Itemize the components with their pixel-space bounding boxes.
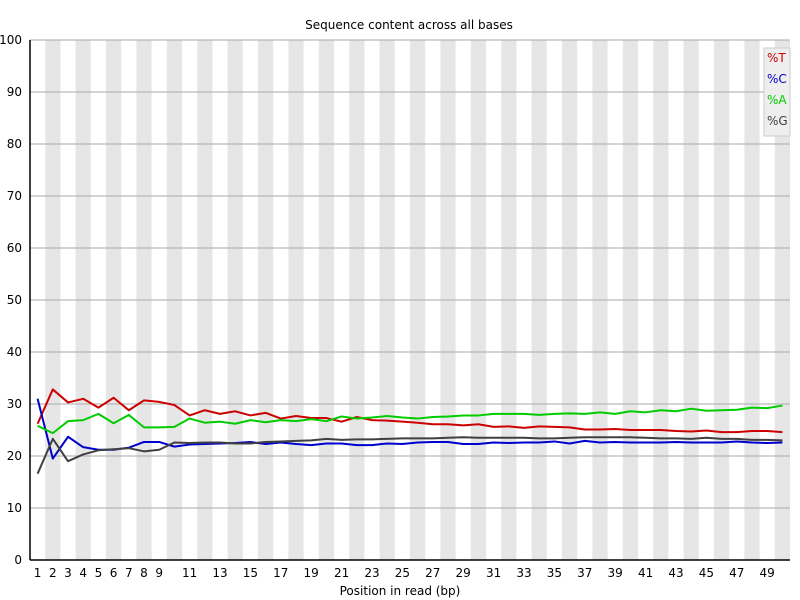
series-line-a: [37, 404, 783, 435]
x-tick-label: 17: [273, 566, 288, 580]
legend-entry-a: %A: [767, 93, 787, 107]
y-tick-label: 60: [7, 241, 22, 255]
y-tick-label: 40: [7, 345, 22, 359]
grid-lines: [30, 39, 790, 561]
x-tick-label: 43: [668, 566, 683, 580]
legend-box: [763, 47, 791, 137]
legend: %T %C %A %G: [763, 47, 791, 137]
x-tick-label: 5: [95, 566, 103, 580]
x-tick-label: 13: [212, 566, 227, 580]
y-tick-label: 10: [7, 501, 22, 515]
x-axis-label: Position in read (bp): [340, 584, 461, 598]
axes: [29, 40, 790, 561]
series-line-g: [36, 436, 783, 475]
x-tick-label: 1: [34, 566, 42, 580]
x-tick-label: 31: [486, 566, 501, 580]
x-tick-label: 23: [364, 566, 379, 580]
y-tick-label: 90: [7, 85, 22, 99]
y-tick-labels: 0 10 20 30 40 50 60 70 80 90 100: [0, 33, 22, 567]
x-tick-label: 49: [760, 566, 775, 580]
series-line-t: [36, 388, 783, 434]
x-tick-label: 9: [155, 566, 163, 580]
legend-entry-g: %G: [767, 114, 788, 128]
y-tick-label: 30: [7, 397, 22, 411]
x-tick-label: 7: [125, 566, 133, 580]
y-tick-label: 100: [0, 33, 22, 47]
x-tick-label: 19: [304, 566, 319, 580]
x-tick-label: 2: [49, 566, 57, 580]
x-tick-label: 8: [140, 566, 148, 580]
legend-entry-c: %C: [767, 72, 787, 86]
y-tick-label: 50: [7, 293, 22, 307]
x-tick-label: 35: [547, 566, 562, 580]
x-tick-label: 29: [456, 566, 471, 580]
x-tick-label: 27: [425, 566, 440, 580]
x-tick-label: 41: [638, 566, 653, 580]
y-tick-label: 20: [7, 449, 22, 463]
series-lines: [36, 388, 783, 475]
x-tick-label: 25: [395, 566, 410, 580]
x-tick-label: 11: [182, 566, 197, 580]
x-tick-labels: 1 2 3 4 5 6 7 8 9 11 13 15 17 19 21 23 25 27 29 31 33 35 37 39 4…: [34, 566, 775, 580]
legend-entry-t: %T: [767, 51, 786, 65]
x-tick-label: 33: [516, 566, 531, 580]
series-line-c: [36, 398, 783, 460]
x-tick-label: 21: [334, 566, 349, 580]
x-tick-label: 39: [608, 566, 623, 580]
y-tick-label: 80: [7, 137, 22, 151]
x-tick-label: 15: [243, 566, 258, 580]
y-tick-label: 70: [7, 189, 22, 203]
x-tick-label: 6: [110, 566, 118, 580]
y-tick-label: 0: [14, 553, 22, 567]
chart-title: Sequence content across all bases: [305, 18, 513, 32]
x-tick-label: 3: [64, 566, 72, 580]
x-tick-label: 4: [79, 566, 87, 580]
x-tick-label: 47: [729, 566, 744, 580]
x-tick-label: 45: [699, 566, 714, 580]
x-tick-label: 37: [577, 566, 592, 580]
